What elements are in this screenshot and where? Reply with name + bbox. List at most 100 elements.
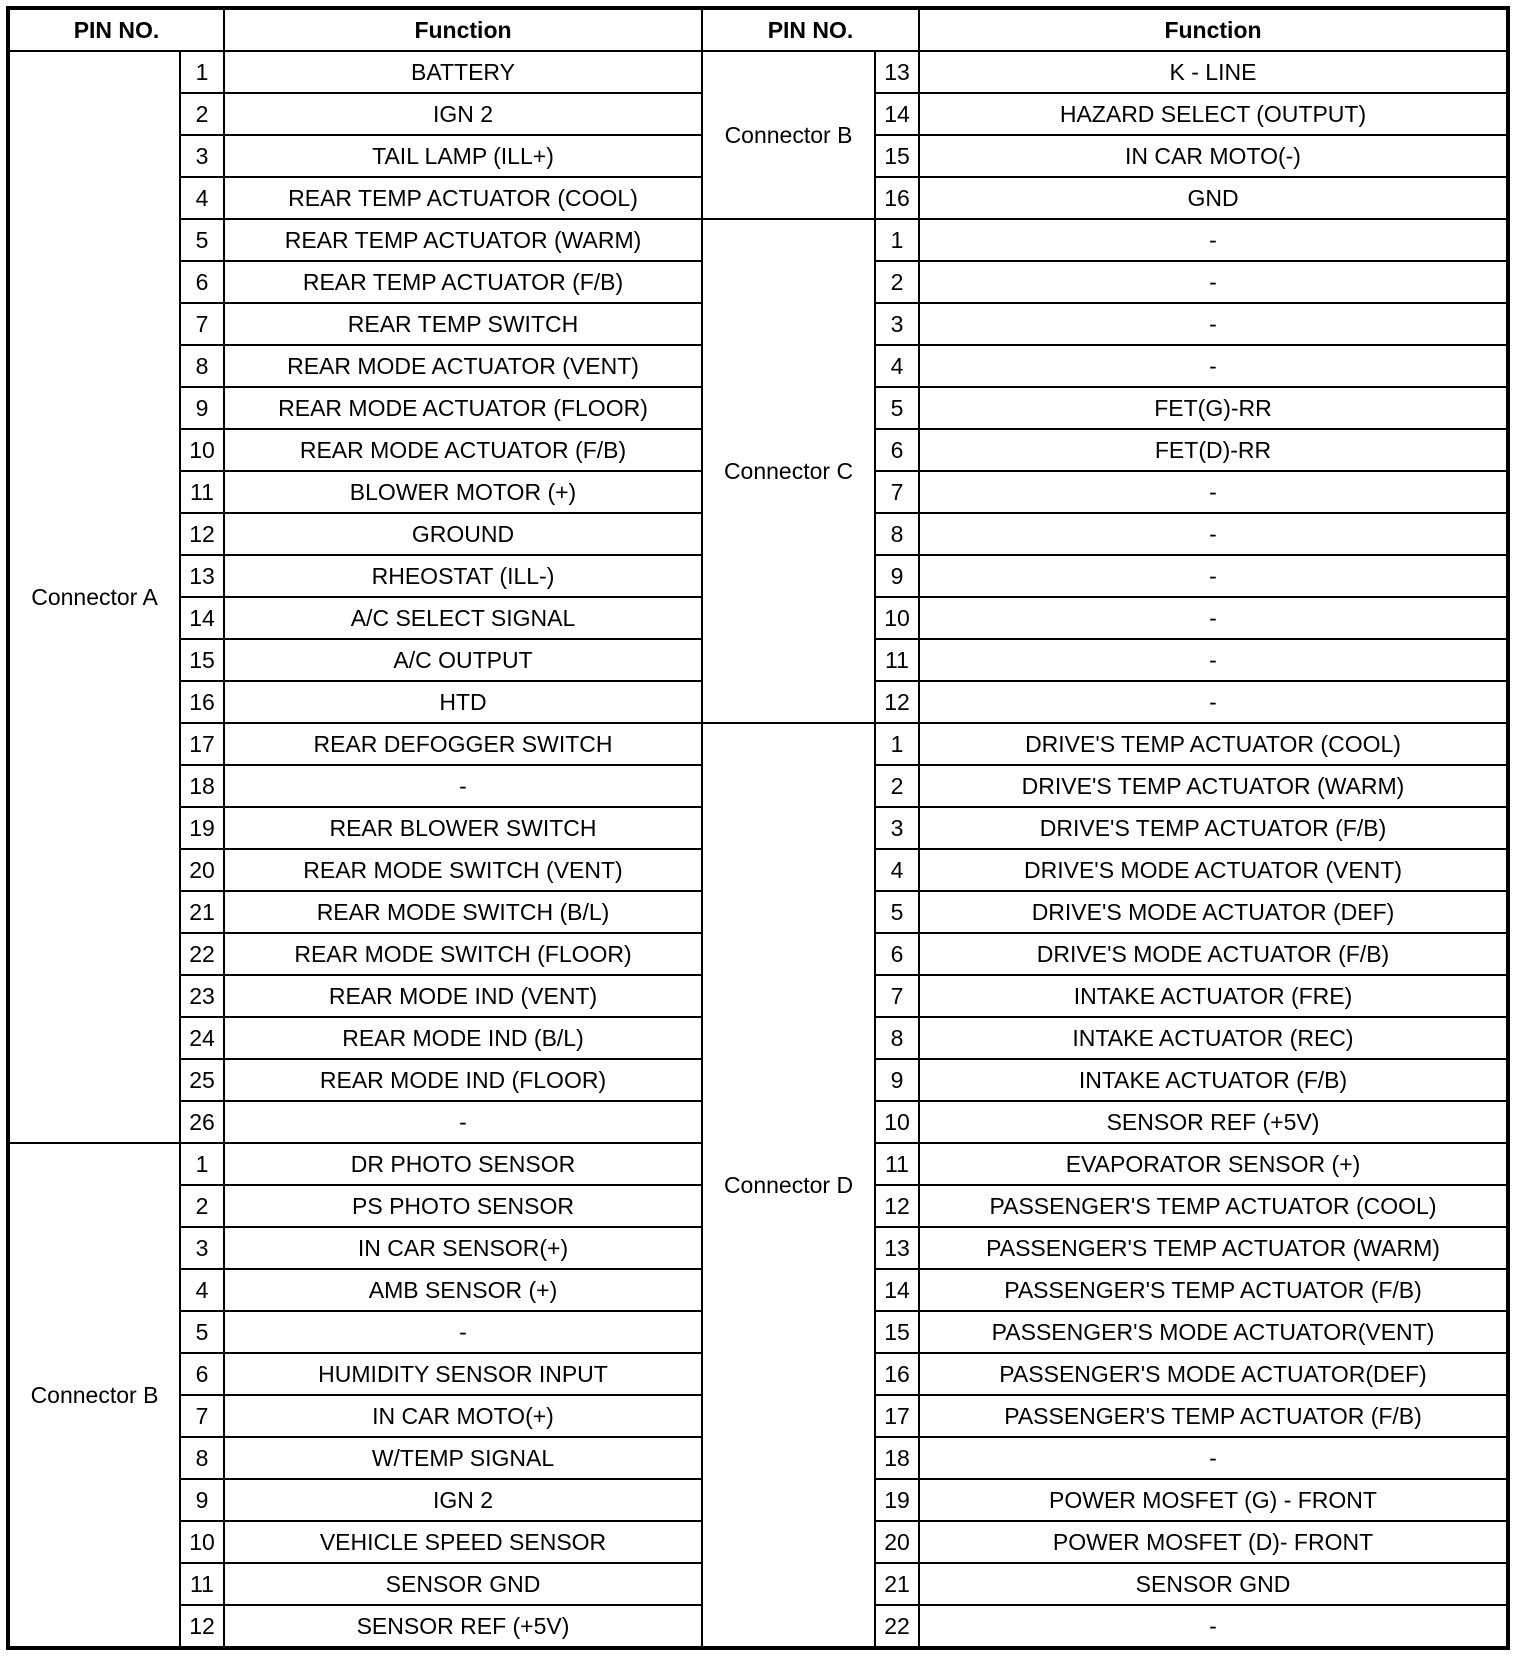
pin-number: 8 [179, 1436, 225, 1480]
pin-function: IGN 2 [223, 92, 703, 136]
table-row: 20 REAR MODE SWITCH (VENT) 4 DRIVE'S MODE A… [8, 848, 1509, 892]
pin-function: REAR TEMP ACTUATOR (F/B) [223, 260, 703, 304]
pin-number: 6 [874, 932, 920, 976]
connector-label: Connector B [701, 50, 876, 220]
pin-number: 12 [874, 680, 920, 724]
table-row: 2 PS PHOTO SENSOR 12 PASSENGER'S TEMP ACTUA… [8, 1184, 1509, 1228]
pin-function: POWER MOSFET (G) - FRONT [918, 1478, 1509, 1522]
table-row: 5- 15 PASSENGER'S MODE ACTUATOR(VENT) [8, 1310, 1509, 1354]
table-row: 8 REAR MODE ACTUATOR (VENT) 4- [8, 344, 1509, 388]
pin-number: 18 [874, 1436, 920, 1480]
pin-number: 12 [179, 1604, 225, 1649]
pin-function: - [918, 596, 1509, 640]
table-row: 10 VEHICLE SPEED SENSOR 20 POWER MOSFET (D)… [8, 1520, 1509, 1564]
pin-number: 10 [179, 1520, 225, 1564]
pin-number: 16 [179, 680, 225, 724]
pin-number: 7 [179, 1394, 225, 1438]
pin-function: SENSOR GND [918, 1562, 1509, 1606]
pin-number: 6 [179, 260, 225, 304]
pin-number: 13 [874, 50, 920, 94]
pin-function: - [918, 554, 1509, 598]
pin-number: 16 [874, 176, 920, 220]
pin-number: 5 [179, 218, 225, 262]
table-row: 4 AMB SENSOR (+) 14 PASSENGER'S TEMP ACTUAT… [8, 1268, 1509, 1312]
table-row: 6 HUMIDITY SENSOR INPUT 16 PASSENGER'S MODE… [8, 1352, 1509, 1396]
pin-function: FET(G)-RR [918, 386, 1509, 430]
pin-number: 15 [874, 1310, 920, 1354]
pin-function: REAR MODE IND (B/L) [223, 1016, 703, 1060]
table-row: 9 IGN 2 19 POWER MOSFET (G) - FRONT [8, 1478, 1509, 1522]
table-row: Connector A 1 BATTERY Connector B 13 K - LINE [7, 50, 1509, 1144]
pin-number: 18 [179, 764, 225, 808]
pin-function: GND [918, 176, 1509, 220]
pin-function: IN CAR MOTO(+) [223, 1394, 703, 1438]
table-row: 16 HTD 12- [8, 680, 1509, 724]
table-row: 25 REAR MODE IND (FLOOR) 9 INTAKE ACTUATOR … [8, 1058, 1509, 1102]
pin-number: 4 [874, 848, 920, 892]
table-row: 8 W/TEMP SIGNAL 18- [8, 1436, 1509, 1480]
pin-number: 11 [874, 638, 920, 682]
pin-number: 1 [179, 1142, 225, 1186]
pin-number: 22 [874, 1604, 920, 1649]
table-row: 11 BLOWER MOTOR (+) 7- [8, 470, 1509, 514]
pin-number: 10 [179, 428, 225, 472]
pin-number: 5 [874, 890, 920, 934]
pin-function: - [918, 1604, 1509, 1649]
table-row: 14 A/C SELECT SIGNAL 10- [8, 596, 1509, 640]
pin-number: 13 [179, 554, 225, 598]
pin-number: 7 [179, 302, 225, 346]
header-function: Function [223, 7, 703, 52]
pin-function: INTAKE ACTUATOR (FRE) [918, 974, 1509, 1018]
table-row: Connector B 1 DR PHOTO SENSOR 11 EVAPORATOR … [7, 1142, 1509, 1649]
pin-function-table: PIN NO. Function PIN NO. Function Connec… [6, 6, 1510, 1650]
pin-number: 4 [874, 344, 920, 388]
table-row: 3 TAIL LAMP (ILL+) 15 IN CAR MOTO(-) [8, 134, 1509, 178]
connector-label: Connector B [7, 1142, 181, 1649]
pin-function: DRIVE'S MODE ACTUATOR (DEF) [918, 890, 1509, 934]
pin-function: HAZARD SELECT (OUTPUT) [918, 92, 1509, 136]
pin-function: TAIL LAMP (ILL+) [223, 134, 703, 178]
pin-function: REAR MODE IND (FLOOR) [223, 1058, 703, 1102]
pin-number: 2 [874, 260, 920, 304]
pin-number: 25 [179, 1058, 225, 1102]
pin-number: 2 [179, 1184, 225, 1228]
pin-function: - [918, 680, 1509, 724]
connector-label: Connector A [7, 50, 181, 1144]
pin-number: 17 [179, 722, 225, 766]
pin-function: PASSENGER'S MODE ACTUATOR(VENT) [918, 1310, 1509, 1354]
pin-function: - [918, 218, 1509, 262]
pin-function: PASSENGER'S TEMP ACTUATOR (F/B) [918, 1394, 1509, 1438]
pin-number: 2 [179, 92, 225, 136]
pin-function: REAR MODE ACTUATOR (VENT) [223, 344, 703, 388]
pin-number: 12 [874, 1184, 920, 1228]
pin-function: PASSENGER'S TEMP ACTUATOR (COOL) [918, 1184, 1509, 1228]
pin-function: DRIVE'S TEMP ACTUATOR (F/B) [918, 806, 1509, 850]
pin-function: SENSOR REF (+5V) [918, 1100, 1509, 1144]
pin-number: 22 [179, 932, 225, 976]
connector-label: Connector C [701, 218, 876, 724]
pin-number: 17 [874, 1394, 920, 1438]
pin-number: 11 [179, 1562, 225, 1606]
pin-number: 13 [874, 1226, 920, 1270]
pin-number: 5 [874, 386, 920, 430]
pin-number: 3 [179, 1226, 225, 1270]
pin-number: 26 [179, 1100, 225, 1144]
pin-number: 12 [179, 512, 225, 556]
pin-function: W/TEMP SIGNAL [223, 1436, 703, 1480]
pin-function: REAR TEMP SWITCH [223, 302, 703, 346]
pin-function: A/C OUTPUT [223, 638, 703, 682]
pin-function: DRIVE'S MODE ACTUATOR (VENT) [918, 848, 1509, 892]
pin-function: K - LINE [918, 50, 1509, 94]
pin-number: 7 [874, 974, 920, 1018]
pin-function: - [918, 512, 1509, 556]
table-row: 4 REAR TEMP ACTUATOR (COOL) 16 GND [8, 176, 1509, 220]
pin-function: - [918, 302, 1509, 346]
pin-function: INTAKE ACTUATOR (F/B) [918, 1058, 1509, 1102]
table-row: 12 SENSOR REF (+5V) 22- [8, 1604, 1509, 1649]
pin-number: 3 [874, 806, 920, 850]
table-row: 9 REAR MODE ACTUATOR (FLOOR) 5 FET(G)-RR [8, 386, 1509, 430]
pin-number: 14 [874, 1268, 920, 1312]
pin-function: - [918, 470, 1509, 514]
pin-number: 1 [179, 50, 225, 94]
